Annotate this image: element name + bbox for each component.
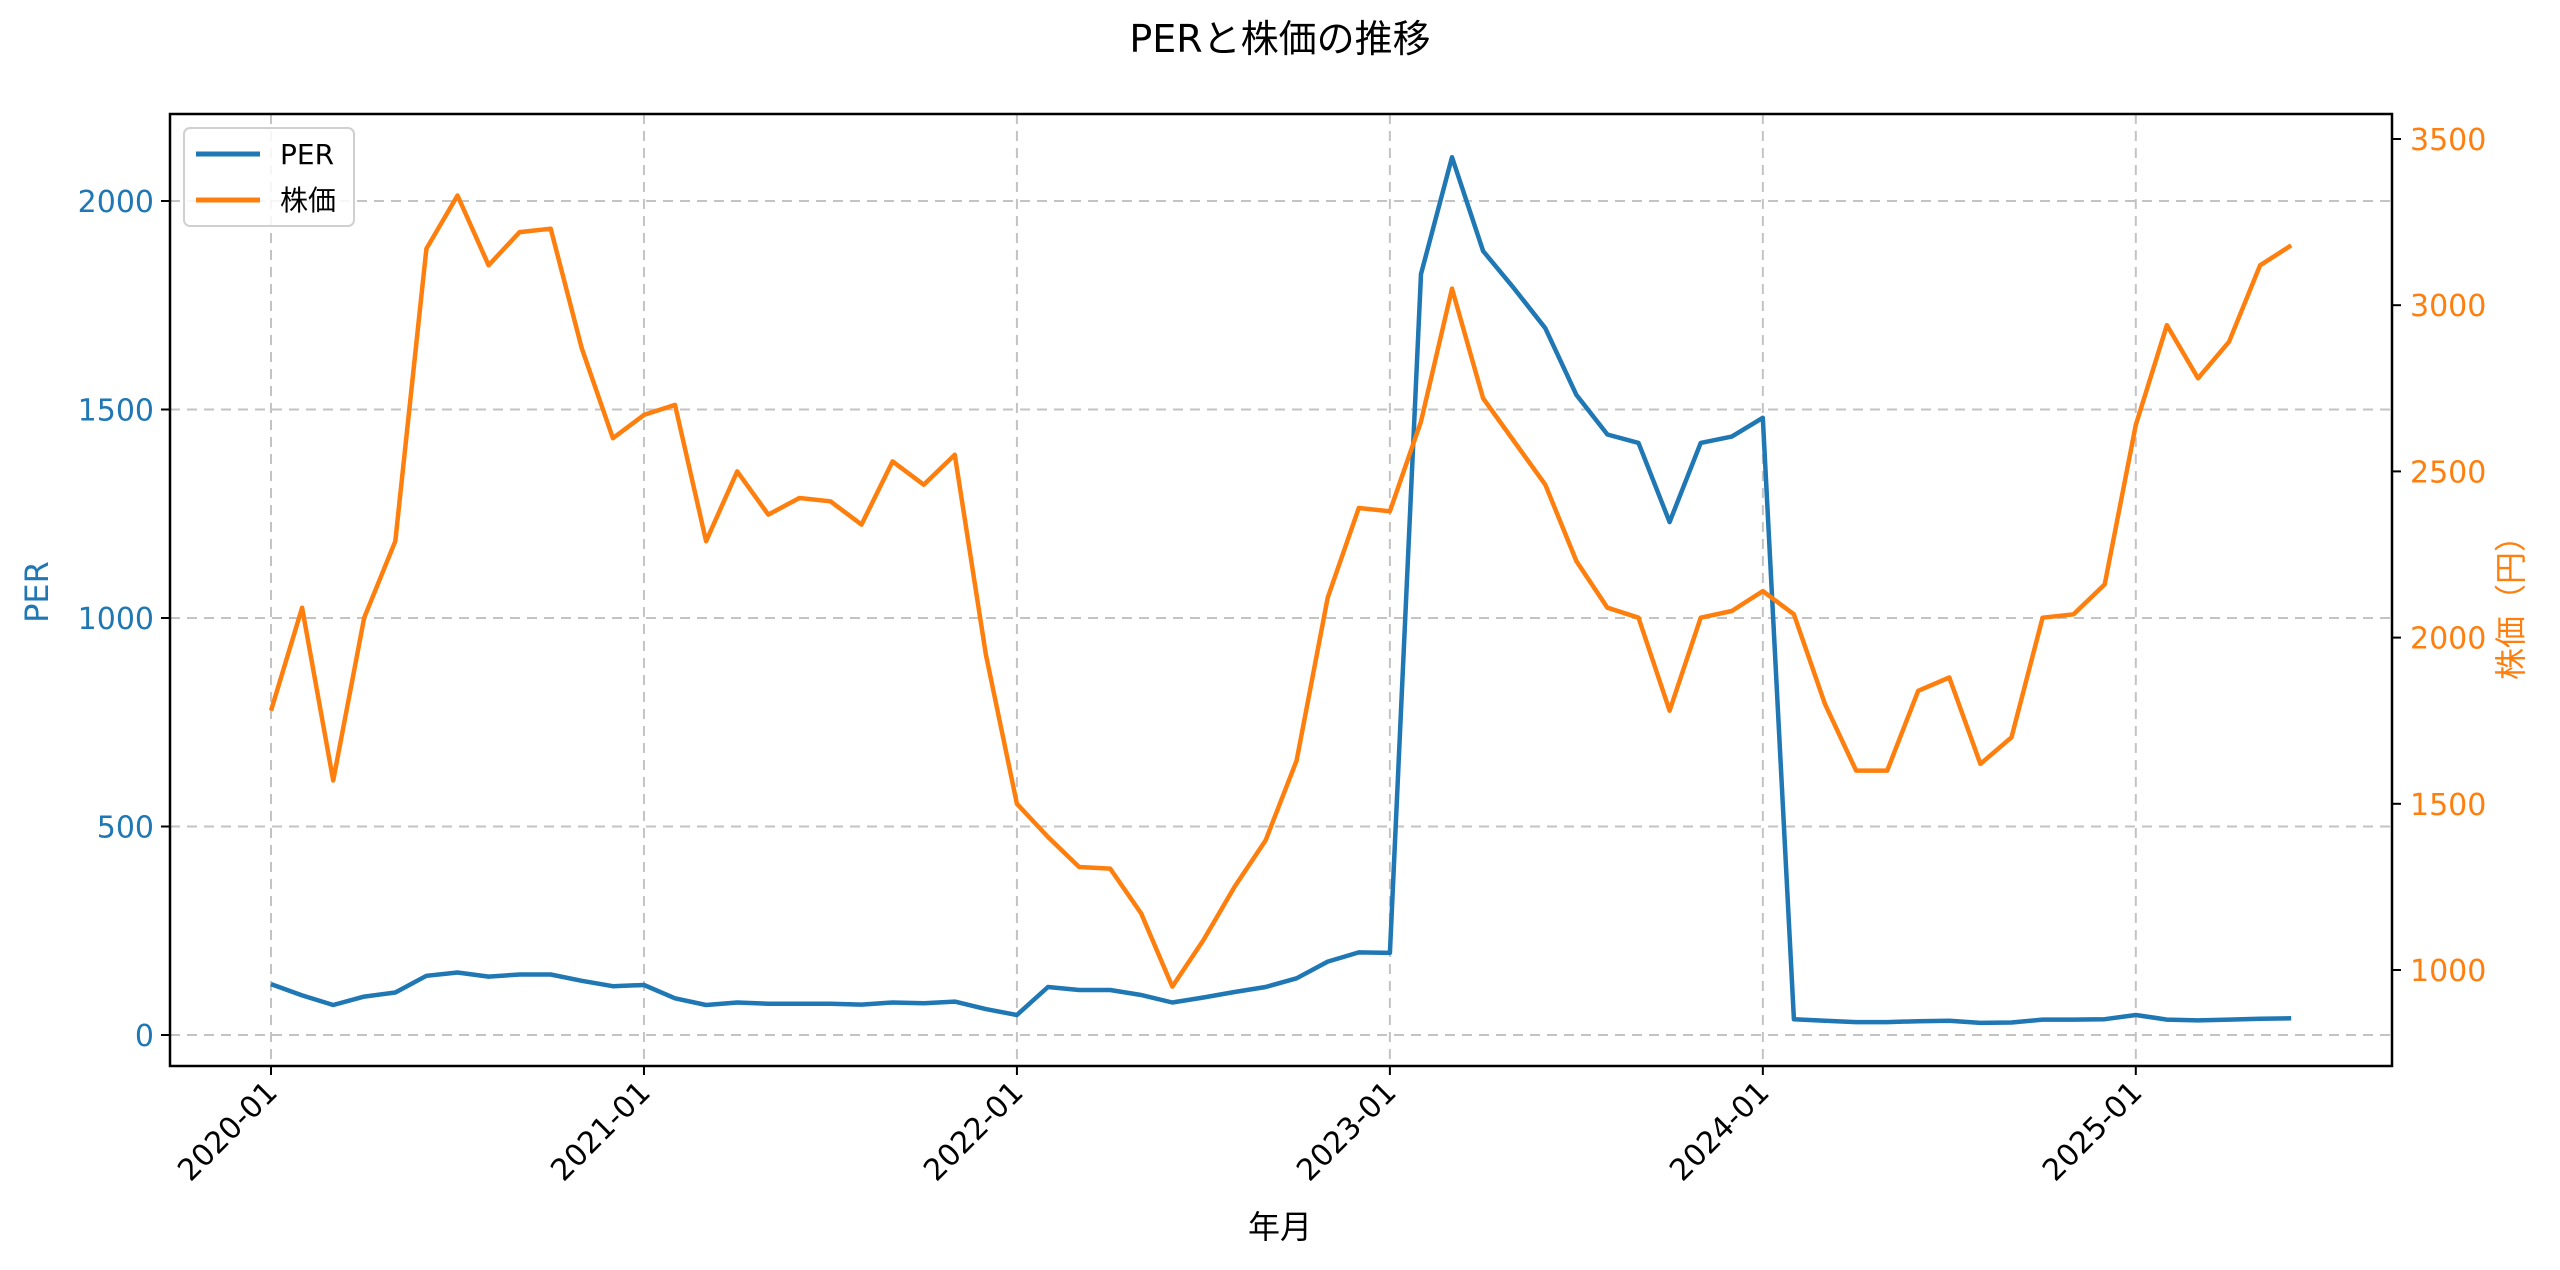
x-tick-label: 2022-01 — [917, 1075, 1030, 1188]
left-tick-label: 500 — [97, 811, 154, 846]
legend-per-label: PER — [280, 138, 334, 171]
right-tick-label: 2500 — [2410, 455, 2486, 490]
grid-lines — [170, 114, 2392, 1066]
x-tick-label: 2021-01 — [544, 1075, 657, 1188]
plot-series — [268, 154, 2293, 1026]
left-tick-label: 1500 — [78, 394, 154, 429]
x-tick-label: 2020-01 — [171, 1075, 284, 1188]
per-line — [270, 154, 2292, 1026]
x-tick-label: 2025-01 — [2036, 1075, 2149, 1188]
right-tick-label: 2000 — [2410, 622, 2486, 657]
x-axis: 2020-01 2021-01 2022-01 2023-01 2024-01 2025-… — [171, 1066, 2149, 1188]
right-y-axis: 1000 1500 2000 2500 3000 3500 — [2392, 123, 2486, 989]
price-line — [268, 193, 2293, 989]
x-axis-label: 年月 — [1248, 1208, 1312, 1246]
left-tick-label: 0 — [135, 1019, 154, 1054]
right-tick-label: 1000 — [2410, 954, 2486, 989]
x-tick-label: 2023-01 — [1290, 1075, 1403, 1188]
left-tick-label: 2000 — [78, 185, 154, 220]
left-tick-label: 1000 — [78, 602, 154, 637]
right-tick-label: 3000 — [2410, 289, 2486, 324]
plot-frame — [168, 112, 2394, 1068]
left-y-axis: 0 500 1000 1500 2000 — [78, 185, 170, 1054]
y-axis-label-left: PER — [18, 561, 56, 623]
y-axis-label-right: 株価（円） — [2492, 520, 2530, 680]
legend: PER 株価 — [183, 127, 355, 227]
chart-title: PERと株価の推移 — [1129, 17, 1430, 61]
legend-price-label: 株価 — [280, 184, 336, 217]
x-tick-label: 2024-01 — [1663, 1075, 1776, 1188]
right-tick-label: 3500 — [2410, 123, 2486, 158]
right-tick-label: 1500 — [2410, 788, 2486, 823]
